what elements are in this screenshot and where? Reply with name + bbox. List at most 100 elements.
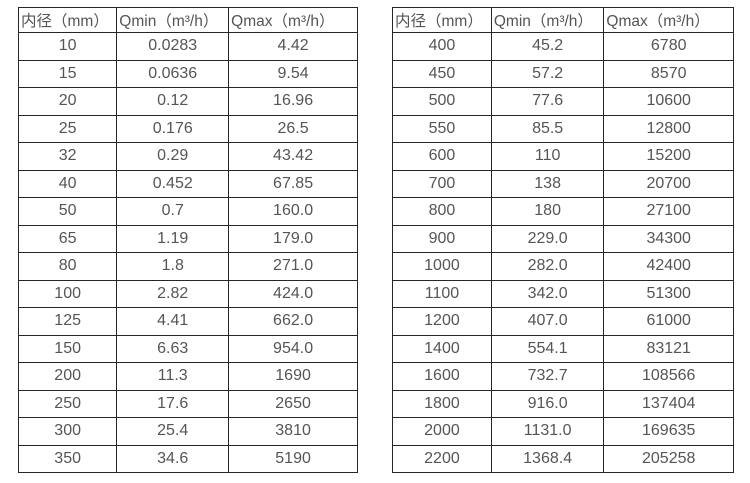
column-header: 内径（mm） — [17, 7, 118, 33]
cell: 4.42 — [228, 32, 358, 61]
cell: 34.6 — [116, 444, 230, 473]
cell: 10600 — [603, 87, 734, 116]
cell: 85.5 — [490, 114, 605, 143]
cell: 100 — [17, 279, 118, 308]
cell: 4.41 — [116, 307, 230, 336]
cell: 169635 — [603, 417, 734, 446]
cell: 200 — [17, 362, 118, 391]
cell: 6.63 — [116, 334, 230, 363]
cell: 700 — [392, 169, 492, 198]
cell: 137404 — [603, 389, 734, 418]
cell: 11.3 — [116, 362, 230, 391]
table-row: 100 2.82 424.0 — [17, 279, 358, 308]
cell: 25 — [17, 114, 118, 143]
cell: 15 — [17, 59, 118, 88]
cell: 27100 — [603, 197, 734, 226]
header-row: 内径（mm） Qmin（m³/h） Qmax（m³/h） — [17, 7, 358, 33]
header-row: 内径（mm） Qmin（m³/h） Qmax（m³/h） — [392, 7, 734, 33]
cell: 1000 — [392, 252, 492, 281]
cell: 1400 — [392, 334, 492, 363]
cell: 32 — [17, 142, 118, 171]
cell: 229.0 — [490, 224, 605, 253]
cell: 400 — [392, 32, 492, 61]
table-row: 1600 732.7 108566 — [392, 362, 734, 391]
cell: 20 — [17, 87, 118, 116]
cell: 17.6 — [116, 389, 230, 418]
cell: 916.0 — [490, 389, 605, 418]
table-row: 800 180 27100 — [392, 197, 734, 226]
cell: 1600 — [392, 362, 492, 391]
table-row: 80 1.8 271.0 — [17, 252, 358, 281]
cell: 15200 — [603, 142, 734, 171]
cell: 1100 — [392, 279, 492, 308]
cell: 350 — [17, 444, 118, 473]
cell: 0.452 — [116, 169, 230, 198]
table-row: 15 0.0636 9.54 — [17, 59, 358, 88]
cell: 250 — [17, 389, 118, 418]
table-row: 2000 1131.0 169635 — [392, 417, 734, 446]
cell: 125 — [17, 307, 118, 336]
cell: 43.42 — [228, 142, 358, 171]
table-row: 65 1.19 179.0 — [17, 224, 358, 253]
cell: 1200 — [392, 307, 492, 336]
cell: 3810 — [228, 417, 358, 446]
table-row: 1100 342.0 51300 — [392, 279, 734, 308]
table-row: 125 4.41 662.0 — [17, 307, 358, 336]
cell: 150 — [17, 334, 118, 363]
table-row: 900 229.0 34300 — [392, 224, 734, 253]
cell: 450 — [392, 59, 492, 88]
cell: 50 — [17, 197, 118, 226]
cell: 1.19 — [116, 224, 230, 253]
table-row: 600 110 15200 — [392, 142, 734, 171]
cell: 108566 — [603, 362, 734, 391]
table-row: 20 0.12 16.96 — [17, 87, 358, 116]
cell: 34300 — [603, 224, 734, 253]
table-row: 10 0.0283 4.42 — [17, 32, 358, 61]
cell: 0.29 — [116, 142, 230, 171]
cell: 1368.4 — [490, 444, 605, 473]
cell: 732.7 — [490, 362, 605, 391]
cell: 61000 — [603, 307, 734, 336]
table-row: 50 0.7 160.0 — [17, 197, 358, 226]
cell: 138 — [490, 169, 605, 198]
table-row: 350 34.6 5190 — [17, 444, 358, 473]
cell: 424.0 — [228, 279, 358, 308]
cell: 65 — [17, 224, 118, 253]
cell: 26.5 — [228, 114, 358, 143]
table-row: 1200 407.0 61000 — [392, 307, 734, 336]
cell: 5190 — [228, 444, 358, 473]
column-header: 内径（mm） — [392, 7, 492, 33]
cell: 407.0 — [490, 307, 605, 336]
cell: 1.8 — [116, 252, 230, 281]
cell: 500 — [392, 87, 492, 116]
table-row: 25 0.176 26.5 — [17, 114, 358, 143]
flow-rate-table-right: 内径（mm） Qmin（m³/h） Qmax（m³/h） 400 45.2 6780 45… — [392, 7, 734, 473]
column-header: Qmax（m³/h） — [603, 7, 734, 33]
table-row: 250 17.6 2650 — [17, 389, 358, 418]
cell: 800 — [392, 197, 492, 226]
cell: 10 — [17, 32, 118, 61]
cell: 271.0 — [228, 252, 358, 281]
table-row: 40 0.452 67.85 — [17, 169, 358, 198]
cell: 0.176 — [116, 114, 230, 143]
cell: 0.7 — [116, 197, 230, 226]
cell: 9.54 — [228, 59, 358, 88]
cell: 600 — [392, 142, 492, 171]
cell: 1800 — [392, 389, 492, 418]
cell: 80 — [17, 252, 118, 281]
cell: 554.1 — [490, 334, 605, 363]
cell: 6780 — [603, 32, 734, 61]
column-header: Qmin（m³/h） — [116, 7, 230, 33]
table-row: 2200 1368.4 205258 — [392, 444, 734, 473]
cell: 40 — [17, 169, 118, 198]
cell: 57.2 — [490, 59, 605, 88]
cell: 300 — [17, 417, 118, 446]
cell: 67.85 — [228, 169, 358, 198]
table-row: 1800 916.0 137404 — [392, 389, 734, 418]
cell: 83121 — [603, 334, 734, 363]
cell: 900 — [392, 224, 492, 253]
cell: 20700 — [603, 169, 734, 198]
flow-rate-table-left: 内径（mm） Qmin（m³/h） Qmax（m³/h） 10 0.0283 4.42 1… — [17, 7, 358, 473]
table-row: 1000 282.0 42400 — [392, 252, 734, 281]
